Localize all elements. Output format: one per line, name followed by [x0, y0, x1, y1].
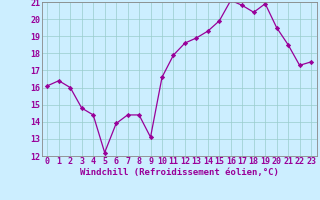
X-axis label: Windchill (Refroidissement éolien,°C): Windchill (Refroidissement éolien,°C) [80, 168, 279, 177]
